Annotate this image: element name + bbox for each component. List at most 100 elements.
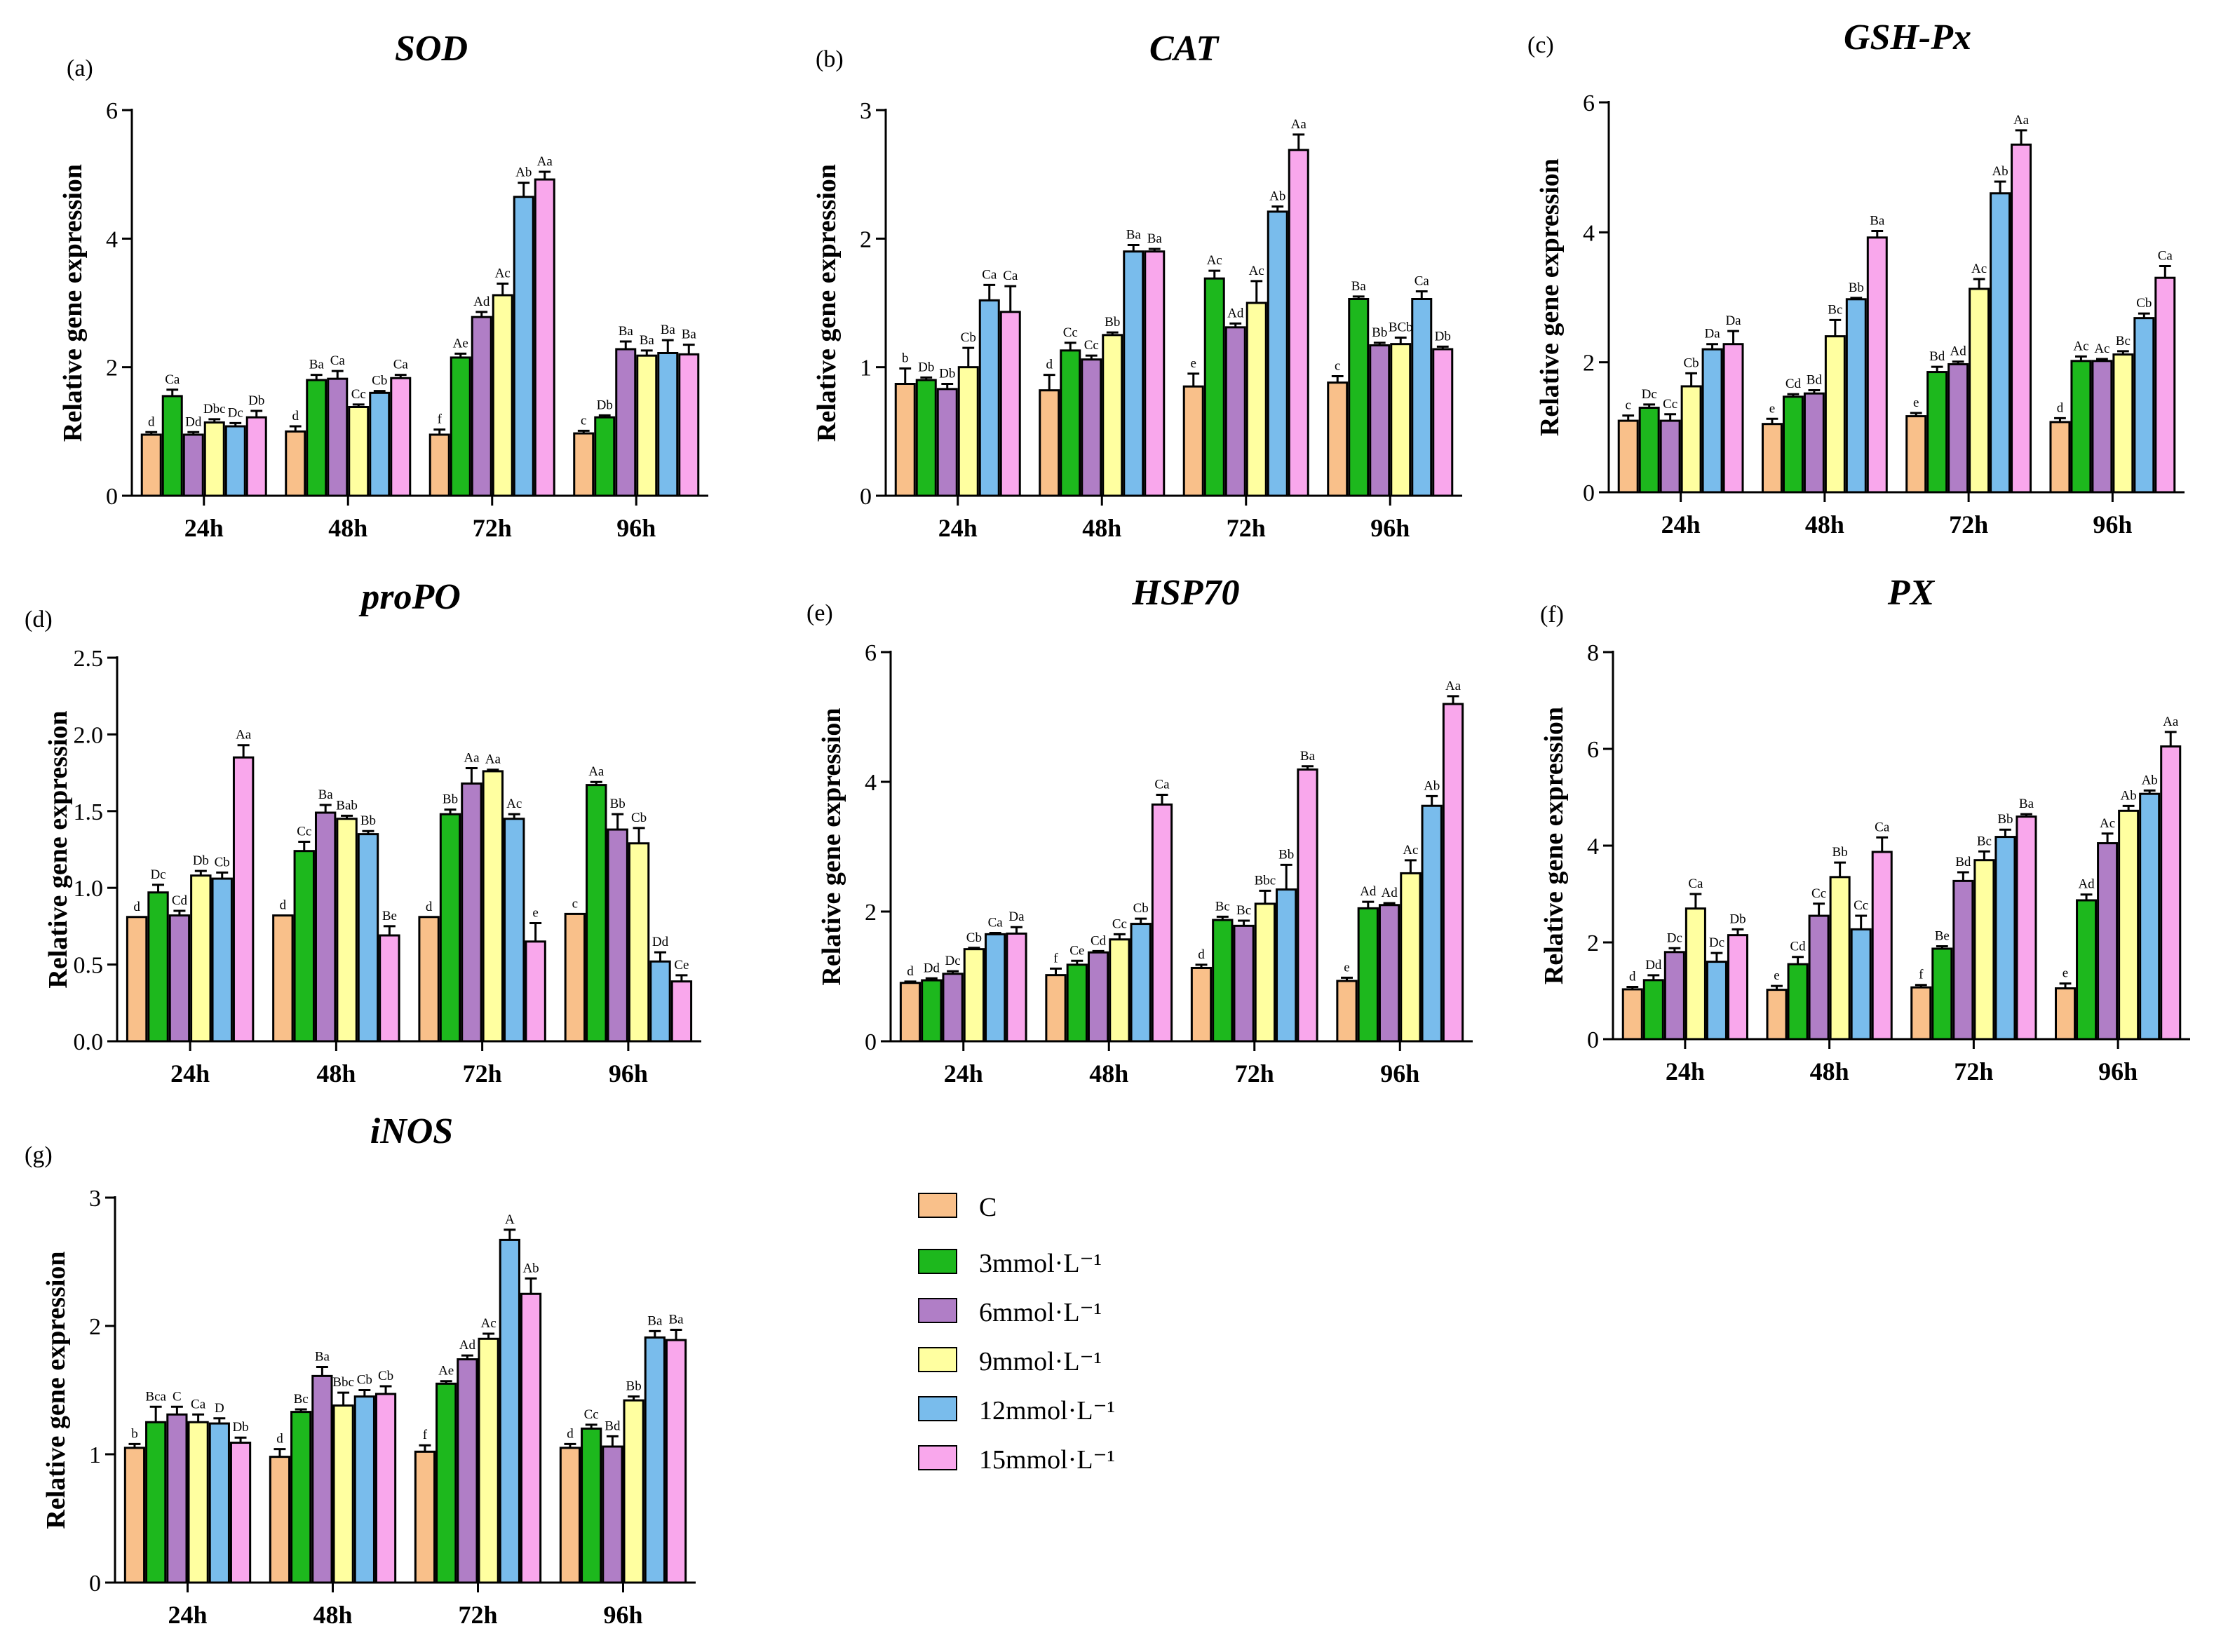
x-tick-label: 24h [168,1601,207,1629]
significance-label: Ac [1207,253,1222,268]
bar [1378,904,1400,1043]
x-tick-label: 96h [616,514,656,542]
bar [1663,951,1685,1041]
bar [999,311,1021,497]
significance-label: Bc [1236,903,1251,918]
y-axis-label: Relative gene expression [58,164,88,442]
chart-cat: CAT (b) Relative gene expression 0 1 2 3 24h b Db… [812,29,1462,542]
significance-label: Ab [1269,189,1285,204]
bar [353,1395,375,1584]
significance-label: Be [1935,929,1950,944]
significance-label: c [572,896,578,911]
bar [1850,928,1872,1041]
significance-label: Ba [661,323,676,337]
significance-label: Db [597,398,613,412]
chart-title: GSH-Px [1844,18,1971,57]
significance-label: Ba [309,358,325,372]
significance-label: Ac [2073,339,2088,353]
x-tick-label: 96h [2093,510,2132,539]
x-tick-label: 72h [1949,510,1988,539]
bar [2112,353,2134,494]
significance-label: Db [1729,912,1746,926]
significance-label: Ad [473,294,490,309]
bar [1910,986,1932,1041]
legend-label-9mmol: 9mmol·L⁻¹ [979,1347,1102,1376]
y-axis-label: Relative gene expression [812,164,842,442]
bar [1203,277,1225,497]
significance-label: Ac [1249,264,1264,278]
x-tick-label: 96h [1380,1059,1419,1088]
x-tick-label: 48h [1805,510,1844,539]
y-tick-label: 0 [89,1571,101,1597]
significance-label: BCb [1389,320,1413,335]
bar [623,1399,644,1584]
bar [1871,851,1893,1041]
bar [436,1382,457,1584]
bar [2055,987,2077,1041]
significance-label: Be [382,909,397,923]
legend-label-6mmol: 6mmol·L⁻¹ [979,1298,1102,1327]
y-tick-label: 6 [106,98,118,124]
significance-label: d [2057,400,2064,415]
bar [2160,745,2182,1041]
bar [2070,360,2092,494]
bar [1638,407,1660,494]
significance-label: Ad [1227,306,1244,320]
significance-label: Cc [1112,916,1127,931]
bar [332,1404,354,1584]
bar [1990,192,2011,494]
chart-title: HSP70 [1131,573,1239,613]
x-tick-label: 96h [609,1059,648,1088]
x-tick-label: 24h [1666,1057,1705,1085]
bar [1006,932,1027,1043]
significance-label: Da [1725,313,1741,328]
significance-label: Ba [640,333,655,348]
bar [2076,899,2098,1041]
panel-letter: (g) [25,1142,53,1168]
bar [1761,423,1783,494]
bar [1348,298,1370,497]
significance-label: Cc [1663,397,1677,412]
bar [208,1422,230,1584]
significance-label: Dc [945,954,961,968]
panel-letter: (e) [806,600,833,626]
bar [293,850,315,1043]
bar [1845,298,1867,494]
significance-label: Cb [215,855,230,869]
legend-item-c: C [918,1193,997,1222]
significance-label: Bc [294,1392,309,1407]
bar [1947,363,1969,494]
y-tick-label: 4 [865,770,877,796]
bar [166,1413,188,1584]
significance-label: Ba [1870,213,1885,228]
significance-label: Aa [537,154,553,169]
significance-label: Ca [1154,778,1170,792]
significance-label: Bc [1977,834,1992,848]
y-axis-label: Relative gene expression [1535,158,1565,436]
bar [126,916,148,1043]
bar [2011,143,2032,494]
significance-label: Cd [172,893,188,908]
significance-label: Bb [1105,315,1120,330]
significance-label: Ca [1688,876,1703,891]
y-tick-label: 2 [89,1314,101,1340]
bar [1787,963,1809,1041]
bar [161,395,183,497]
bar [1327,381,1349,497]
significance-label: Ca [330,353,346,368]
significance-label: Cb [961,330,976,345]
significance-label: Db [193,853,209,868]
bar [1680,385,1702,494]
significance-label: Cd [1790,940,1806,954]
bar [369,391,391,497]
y-tick-label: 0 [865,1029,877,1055]
x-tick-label: 48h [316,1059,356,1088]
bar [559,1447,581,1584]
bar [899,982,921,1043]
significance-label: Ac [1403,843,1418,858]
significance-label: Dc [228,405,243,420]
bar [1905,415,1927,494]
significance-label: Aa [464,751,480,766]
legend-swatch-6mmol [918,1298,957,1323]
bar [145,1421,167,1584]
